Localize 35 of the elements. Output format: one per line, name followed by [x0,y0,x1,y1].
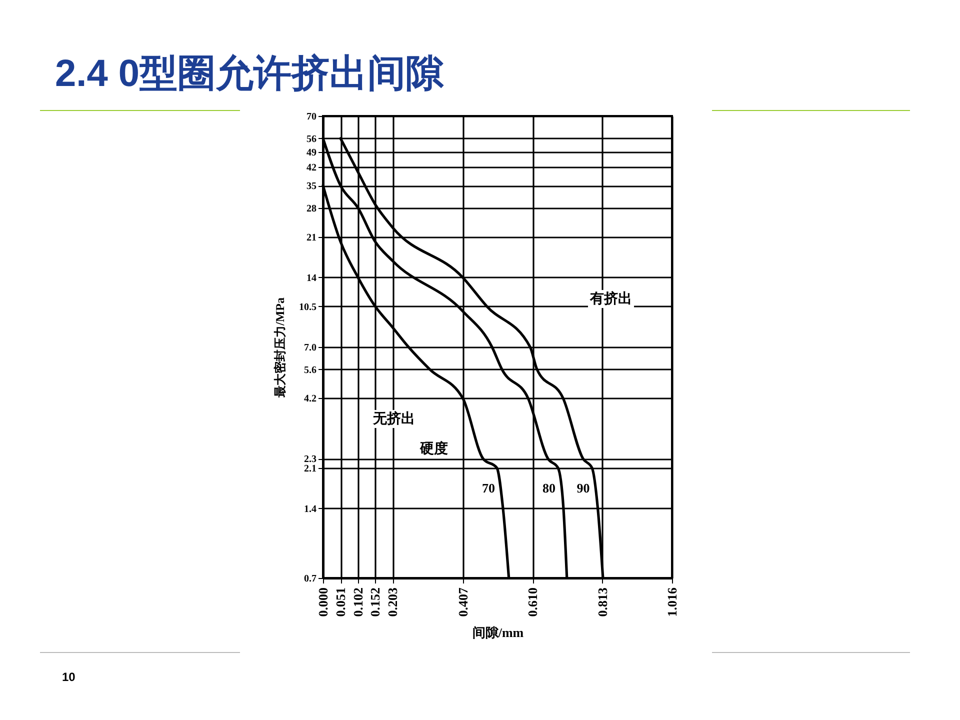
x-tick-label: 1.016 [664,587,680,617]
y-axis-title: 最大密封压力/MPa [273,298,287,398]
annotation: 无挤出 [371,410,417,428]
y-tick-label: 21 [306,232,316,244]
annotation: 有挤出 [588,290,634,308]
x-tick-label: 0.610 [525,588,540,617]
text: 10 [62,670,76,684]
x-tick-label: 0.152 [368,588,383,617]
x-tick-label: 0.813 [594,587,610,617]
y-tick-label: 4.2 [304,394,316,405]
y-tick-label: 5.6 [304,364,316,376]
x-tick-label: 0.051 [333,588,348,617]
y-tick-label: 2.1 [304,463,316,474]
series-label: 90 [576,480,590,496]
x-tick-label: 0.407 [455,587,470,617]
y-tick-label: 70 [306,112,316,122]
annotation: 硬度 [418,440,450,458]
y-tick-label: 49 [306,147,316,158]
x-tick-label: 0.102 [350,588,366,617]
y-tick-label: 1.4 [304,504,316,515]
y-tick-label: 2.3 [304,454,316,466]
y-tick-label: 14 [306,272,316,284]
y-tick-label: 28 [306,203,316,214]
x-tick-label: 0.000 [316,588,330,617]
y-tick-label: 10.5 [299,302,316,313]
series-label: 70 [482,480,495,496]
y-tick-label: 56 [306,134,316,145]
y-tick-label: 42 [306,162,316,174]
x-axis-title: 间隙/mm [472,624,524,640]
series-label: 80 [542,480,556,496]
y-tick-label: 0.7 [304,574,316,584]
x-tick-label: 0.203 [385,587,400,617]
y-tick-label: 7.0 [304,342,316,354]
chart-title: 2.4 0型圈允许挤出间隙 [55,52,444,97]
y-tick-label: 35 [306,181,316,192]
